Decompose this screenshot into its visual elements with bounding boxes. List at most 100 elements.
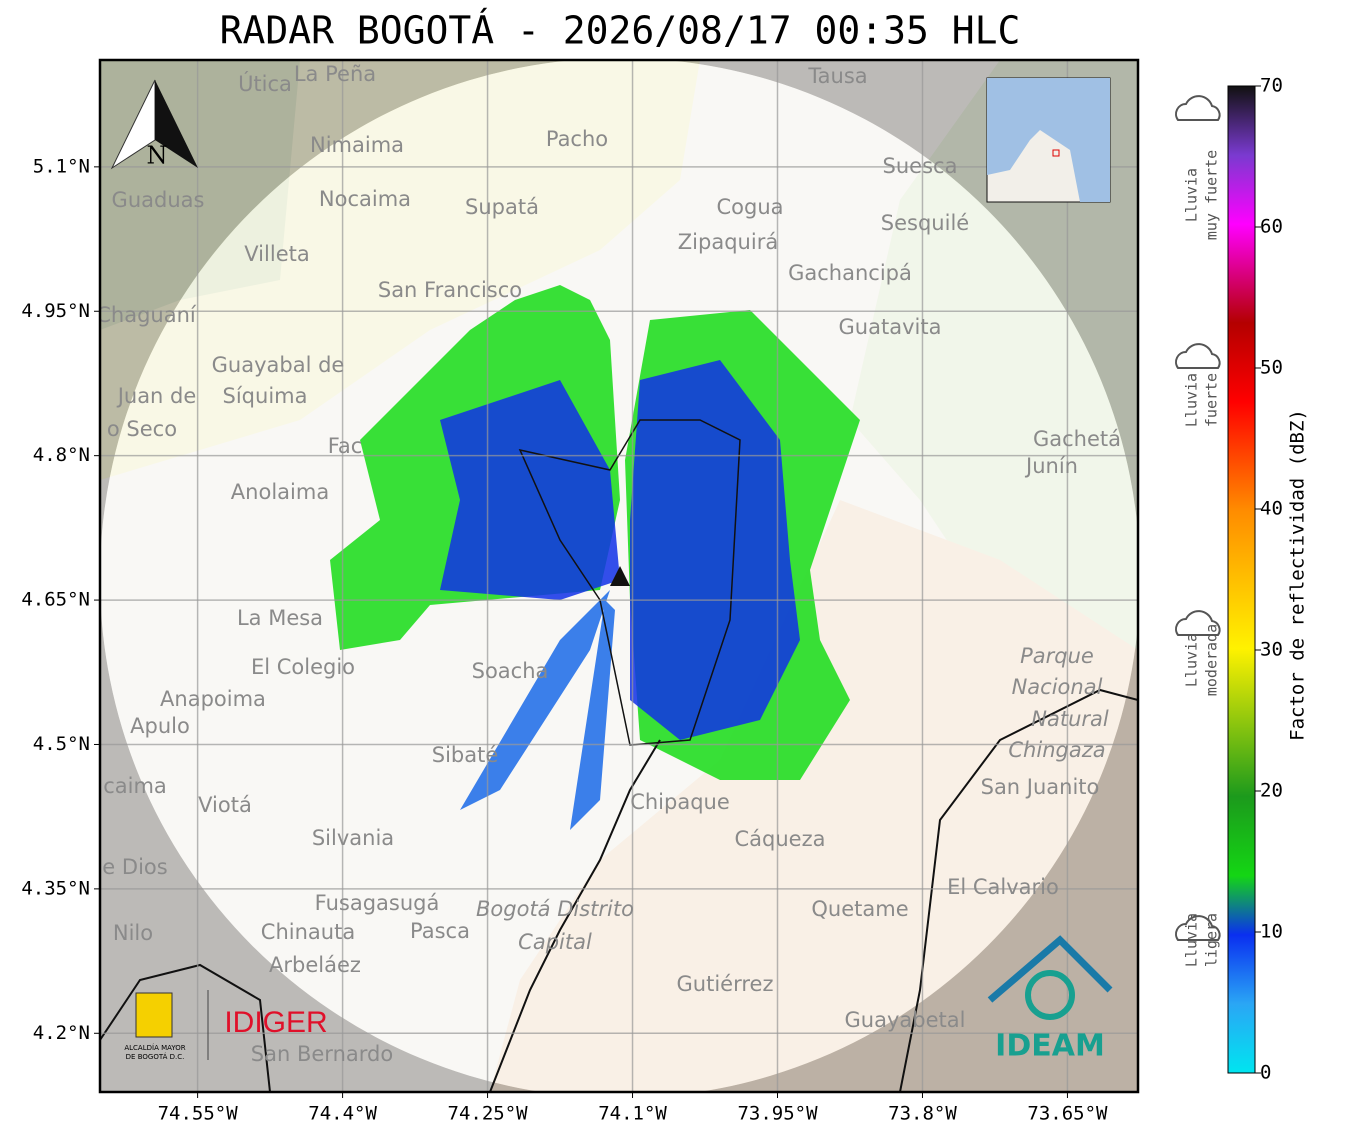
rain-icon: [1175, 915, 1221, 941]
place-name: Juan de: [116, 384, 197, 408]
place-name: Nilo: [113, 921, 153, 945]
title: RADAR BOGOTÁ - 2026/08/17 00:35 HLC: [220, 9, 1021, 53]
rain-level-label: fuerte: [1203, 373, 1221, 427]
echo: [440, 380, 620, 600]
inset-sea: [987, 78, 1110, 202]
place-name: Apulo: [130, 714, 190, 738]
place-name: Pacho: [546, 127, 608, 151]
rain-level-label: moderada: [1203, 624, 1221, 696]
place-name: Gachancipá: [788, 261, 912, 285]
rain-icon: [1175, 95, 1221, 121]
place-name: Parque: [1020, 644, 1094, 668]
place-name: Bogotá Distrito: [476, 897, 634, 921]
place-name: e Dios: [102, 855, 167, 879]
place-name: Gutiérrez: [677, 972, 774, 996]
place-name: caima: [103, 774, 167, 798]
ideam-logo: IDEAM: [995, 1029, 1105, 1064]
place-name: La Mesa: [237, 606, 323, 630]
x-tick-label: 73.8°W: [888, 1103, 957, 1125]
colorbar-tick-label: 30: [1260, 639, 1283, 661]
x-tick-label: 73.65°W: [1027, 1103, 1108, 1125]
north-arrow: [155, 80, 198, 168]
place-name: Silvania: [312, 826, 394, 850]
rain-level-label: muy fuerte: [1203, 150, 1221, 240]
y-tick-label: 4.35°N: [21, 877, 90, 899]
map: Útica La Peña Tausa Pacho Nimaima Guaduas Noca…: [96, 60, 1138, 1092]
radar-site: [610, 566, 630, 586]
place-name: o Seco: [107, 417, 177, 441]
place-name: Gachetá: [1033, 427, 1121, 451]
echo: [460, 590, 615, 830]
place-name: Suesca: [883, 154, 958, 178]
y-tick-label: 4.2°N: [33, 1022, 90, 1044]
place-name: Natural: [1031, 707, 1109, 731]
colorbar-tick-label: 40: [1260, 498, 1283, 520]
alcaldia-text: ALCALDÍA MAYOR: [124, 1043, 185, 1052]
rain-level-label: ligera: [1203, 913, 1221, 967]
district-border: [518, 419, 741, 746]
place-name: Anolaima: [231, 480, 329, 504]
place-name: Quetame: [811, 897, 908, 921]
place-name: Supatá: [465, 195, 539, 219]
place-name: Guaduas: [112, 188, 205, 212]
alcaldia-text: DE BOGOTÁ D.C.: [126, 1052, 185, 1061]
ideam-swirl: [1025, 970, 1075, 1020]
colorbar-tick-label: 20: [1260, 780, 1283, 802]
rain-level-label: Lluvia: [1183, 633, 1201, 687]
x-tick-label: 74.1°W: [598, 1103, 667, 1125]
place-name: Guayabal de: [212, 353, 345, 377]
place-name: Tausa: [807, 64, 867, 88]
place-name: Útica: [238, 71, 292, 96]
place-name: Sesquilé: [881, 211, 969, 235]
place-name: San Francisco: [378, 278, 522, 302]
place-name: San Juanito: [981, 775, 1100, 799]
x-tick-label: 74.25°W: [448, 1103, 529, 1125]
y-tick-label: 4.65°N: [21, 589, 90, 611]
colorbar-tick-label: 10: [1260, 921, 1283, 943]
rain-level-label: Lluvia: [1183, 373, 1201, 427]
place-name: Nimaima: [310, 133, 404, 157]
place-name: Villeta: [244, 242, 309, 266]
place-name: El Colegio: [251, 655, 355, 679]
place-name: Fusagasugá: [315, 891, 440, 915]
place-name: La Peña: [294, 62, 376, 86]
alcaldia-logo: [135, 992, 173, 1038]
north-label: N: [147, 142, 168, 170]
inset-box: [1052, 149, 1060, 157]
colorbar-tick-label: 70: [1260, 75, 1283, 97]
place-name: Viotá: [198, 793, 252, 817]
place-name: Chinauta: [261, 920, 355, 944]
rain-level-label: Lluvia: [1183, 168, 1201, 222]
place-name: Guayabetal: [845, 1008, 966, 1032]
y-tick-label: 5.1°N: [33, 155, 90, 177]
place-name: Anapoima: [160, 687, 266, 711]
place-name: El Calvario: [947, 875, 1059, 899]
colorbar-tick-label: 60: [1260, 216, 1283, 238]
colorbar: [1227, 85, 1256, 1074]
place-name: Cáqueza: [735, 827, 826, 851]
idiger-logo: IDIGER: [224, 1006, 327, 1039]
y-tick-label: 4.95°N: [21, 300, 90, 322]
place-name: Capital: [518, 930, 592, 954]
y-tick-label: 4.5°N: [33, 733, 90, 755]
place-name: Soacha: [472, 659, 549, 683]
place-name: Pasca: [410, 919, 470, 943]
dept-border: [100, 688, 1138, 1092]
place-name: Cogua: [716, 195, 783, 219]
place-name: Zipaquirá: [678, 230, 778, 254]
map-frame: [98, 58, 1140, 1094]
rain-icon: [1175, 610, 1221, 636]
place-name: San Bernardo: [251, 1042, 393, 1066]
place-name: Nocaima: [319, 187, 411, 211]
place-name: Chaguaní: [96, 303, 197, 327]
place-name: Fac: [328, 434, 363, 458]
colorbar-label: Factor de reflectividad (dBZ): [1287, 409, 1309, 741]
place-name: Nacional: [1012, 675, 1103, 699]
colorbar-tick-label: 50: [1260, 357, 1283, 379]
colorbar-tick-label: 0: [1260, 1062, 1271, 1084]
rain-level-label: Lluvia: [1183, 913, 1201, 967]
place-name: Chingaza: [1008, 738, 1105, 762]
place-name: Arbeláez: [269, 953, 361, 977]
place-name: Síquima: [223, 384, 308, 408]
